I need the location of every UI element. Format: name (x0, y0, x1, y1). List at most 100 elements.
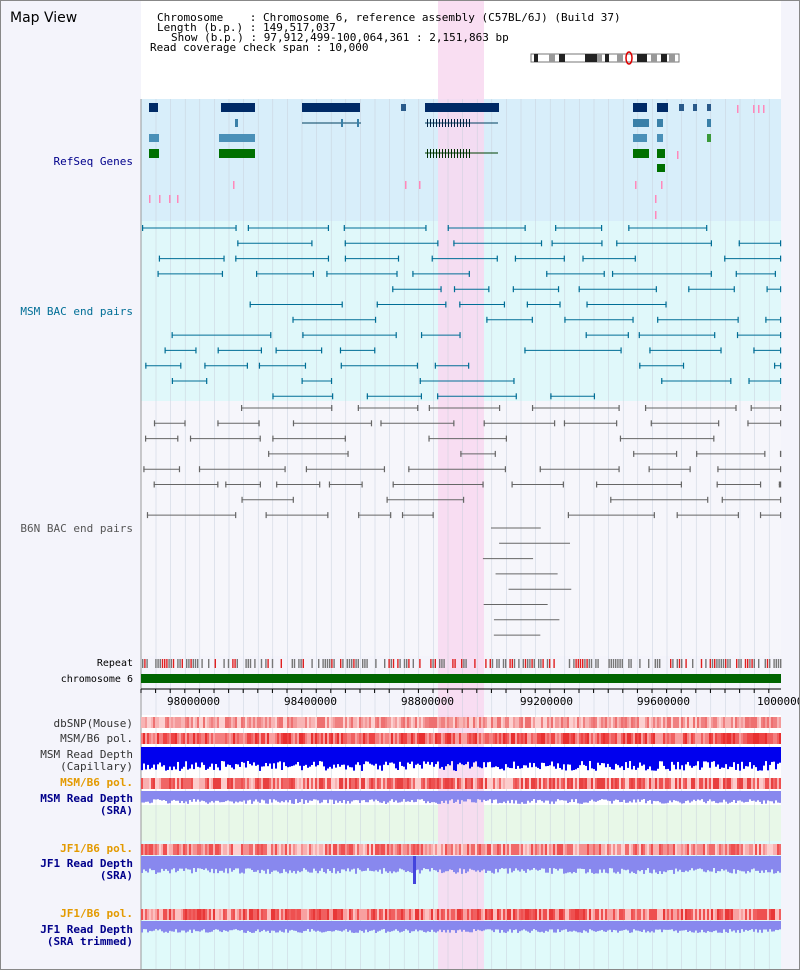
depth-bar (643, 747, 645, 765)
depth-bar (377, 791, 379, 801)
depth-bar (261, 791, 263, 800)
depth-bar (233, 856, 235, 871)
b6n-bac-pair-end (618, 466, 620, 473)
depth-bar (301, 791, 303, 800)
heat-strip (477, 717, 479, 728)
depth-bar (251, 921, 253, 933)
repeat-mark (265, 659, 267, 668)
heat-strip (283, 778, 285, 789)
depth-bar (759, 791, 761, 802)
heat-strip (435, 778, 437, 789)
heat-strip (317, 733, 319, 744)
track-label-msm-bac[interactable]: MSM BAC end pairs (20, 305, 133, 318)
depth-bar (447, 747, 449, 765)
heat-strip (761, 844, 763, 855)
depth-bar (467, 747, 469, 762)
heat-strip (617, 778, 619, 789)
msm-bac-pair-end (496, 255, 498, 262)
depth-bar (733, 856, 735, 870)
gene-exon (454, 119, 455, 127)
heat-strip (291, 844, 293, 855)
depth-bar (143, 856, 145, 870)
depth-bar (765, 856, 767, 870)
heat-strip (649, 717, 651, 728)
heat-strip (363, 909, 365, 920)
heat-strip (407, 733, 409, 744)
heat-strip (327, 909, 329, 920)
repeat-mark (397, 659, 399, 668)
depth-bar (511, 791, 513, 800)
heat-strip (363, 778, 365, 789)
heat-strip (193, 778, 195, 789)
track-label-refseq[interactable]: RefSeq Genes (53, 155, 133, 168)
depth-bar (145, 791, 147, 802)
depth-bar (725, 856, 727, 870)
heat-strip (643, 844, 645, 855)
heat-strip (531, 717, 533, 728)
heat-strip (507, 909, 509, 920)
heat-strip (263, 778, 265, 789)
depth-bar (771, 856, 773, 870)
heat-strip (429, 909, 431, 920)
heat-strip (731, 717, 733, 728)
heat-strip (463, 717, 465, 728)
heat-strip (369, 778, 371, 789)
heat-strip (393, 717, 395, 728)
heat-strip (459, 844, 461, 855)
heat-strip (575, 909, 577, 920)
heat-strip (661, 778, 663, 789)
heat-strip (715, 778, 717, 789)
depth-bar (553, 921, 555, 933)
depth-bar (495, 856, 497, 869)
heat-strip (737, 733, 739, 744)
msm-bac-pair-end (748, 378, 750, 384)
depth-bar (501, 791, 503, 804)
depth-bar (445, 747, 447, 767)
depth-bar (623, 921, 625, 931)
depth-bar (513, 921, 515, 931)
depth-bar (643, 791, 645, 800)
depth-bar (347, 791, 349, 802)
msm-bac-pair-end (311, 240, 313, 247)
heat-strip (727, 717, 729, 728)
heat-strip (351, 717, 353, 728)
heat-strip (491, 844, 493, 855)
gene-block (149, 103, 158, 112)
heat-strip (493, 717, 495, 728)
heat-strip (597, 909, 599, 920)
depth-bar (437, 791, 439, 804)
heat-strip (451, 717, 453, 728)
heat-strip (665, 717, 667, 728)
gene-exon (427, 149, 428, 158)
depth-bar (349, 856, 351, 872)
heat-strip (457, 717, 459, 728)
heat-strip (613, 778, 615, 789)
depth-bar (663, 856, 665, 872)
depth-bar (719, 921, 721, 933)
heat-strip (259, 733, 261, 744)
depth-bar (209, 921, 211, 933)
heat-strip (523, 778, 525, 789)
depth-bar (753, 747, 755, 766)
depth-bar (657, 921, 659, 930)
track-label-b6n-bac[interactable]: B6N BAC end pairs (20, 522, 133, 535)
depth-bar (373, 791, 375, 802)
depth-bar (625, 856, 627, 871)
depth-bar (529, 856, 531, 871)
depth-bar (459, 791, 461, 804)
depth-bar (231, 856, 233, 872)
heat-strip (325, 909, 327, 920)
depth-bar (439, 856, 441, 870)
depth-bar (379, 747, 381, 766)
heat-strip (253, 844, 255, 855)
heat-strip (619, 778, 621, 789)
depth-bar (419, 791, 421, 800)
depth-bar (189, 747, 191, 769)
depth-bar (187, 791, 189, 804)
heat-strip (179, 733, 181, 744)
depth-bar (431, 921, 433, 930)
heat-strip (249, 844, 251, 855)
heat-strip (673, 909, 675, 920)
depth-bar (299, 856, 301, 873)
